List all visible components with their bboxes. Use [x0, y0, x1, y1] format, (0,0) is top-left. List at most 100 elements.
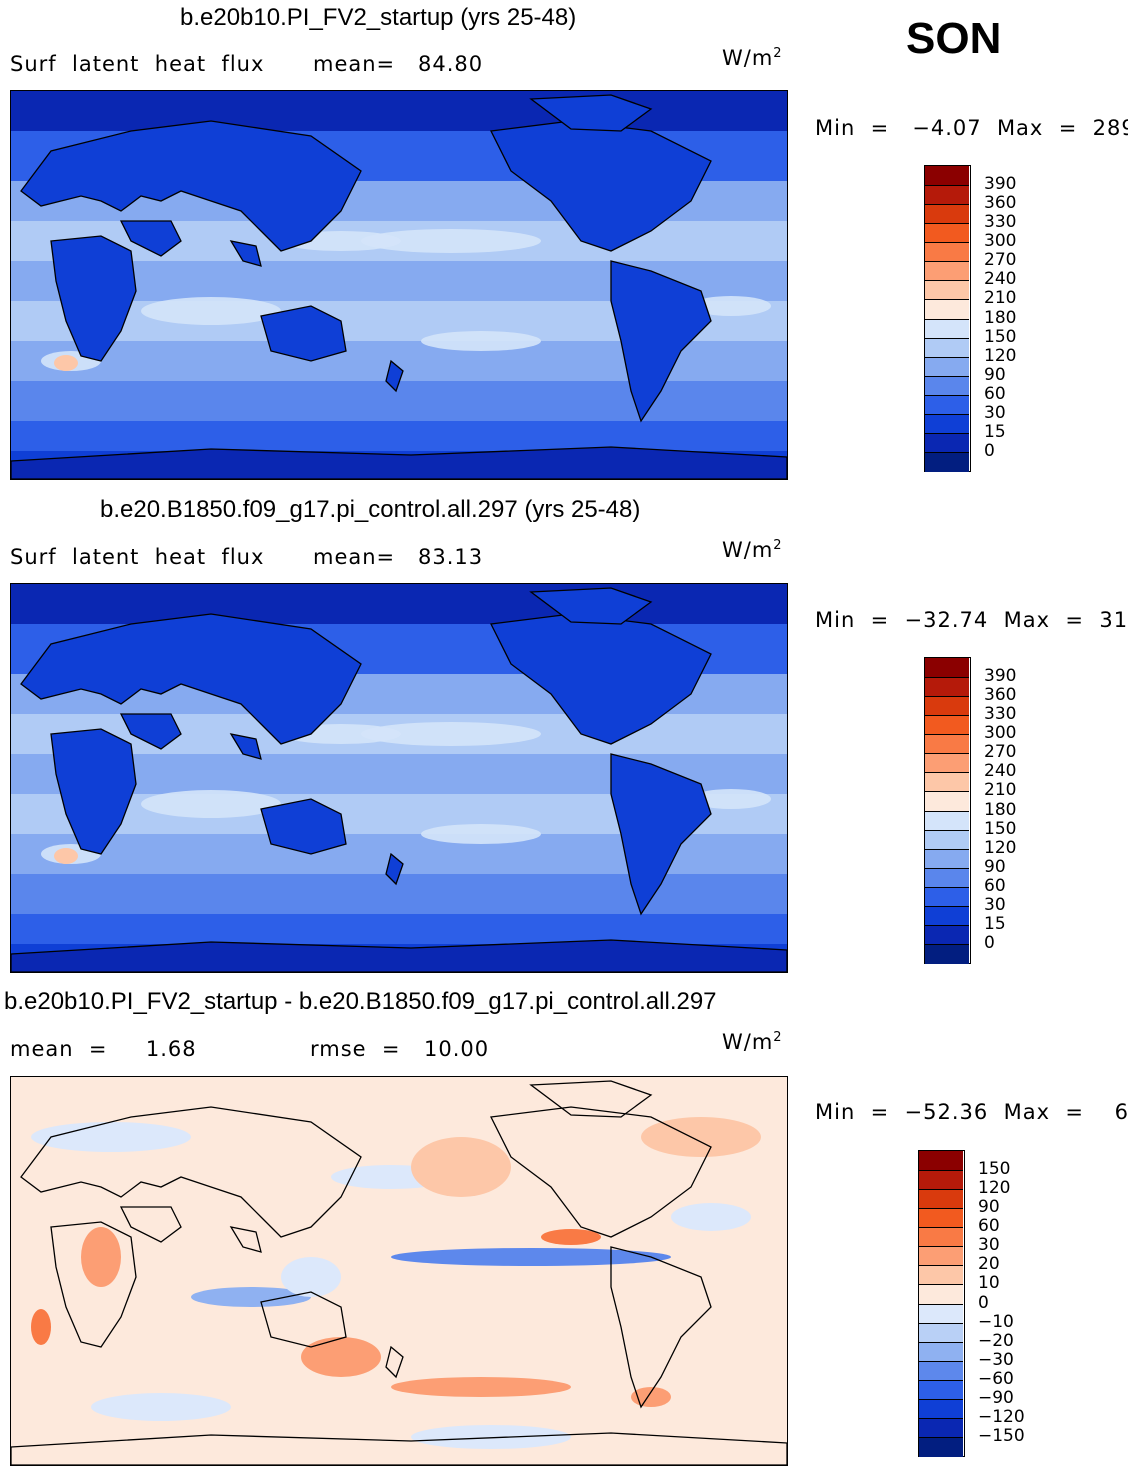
colorbar-level-label: 210: [984, 780, 1017, 801]
panel-3-mean-text: mean = 1.68: [10, 1037, 197, 1061]
season-label: SON: [906, 14, 1002, 63]
colorbar-swatch: [919, 1322, 963, 1343]
colorbar-swatch: [919, 1398, 963, 1419]
colorbar-level-label: 300: [984, 231, 1017, 252]
colorbar-swatch: [925, 943, 969, 964]
panel-1-colorbar: [924, 165, 971, 472]
colorbar-swatch: [919, 1341, 963, 1362]
colorbar-swatch: [925, 451, 969, 472]
colorbar-level-label: 240: [984, 269, 1017, 290]
colorbar-swatch: [919, 1303, 963, 1324]
colorbar-swatch: [925, 356, 969, 377]
colorbar-swatch: [925, 204, 969, 225]
colorbar-swatch: [919, 1436, 963, 1457]
colorbar-swatch: [925, 829, 969, 850]
colorbar-swatch: [919, 1265, 963, 1286]
colorbar-level-label: 60: [978, 1216, 1000, 1237]
panel-3-min-max: Min = −52.36 Max = 63.74: [815, 1100, 1128, 1124]
colorbar-swatch: [925, 848, 969, 869]
colorbar-swatch: [919, 1417, 963, 1438]
colorbar-level-label: 0: [978, 1292, 989, 1313]
panel-2-mean-label: mean=: [313, 545, 396, 569]
panel-2-min-max: Min = −32.74 Max = 319.01: [815, 608, 1128, 632]
colorbar-swatch: [919, 1208, 963, 1229]
panel-3-rmse-label: rmse =: [310, 1037, 401, 1061]
colorbar-swatch: [919, 1360, 963, 1381]
colorbar-swatch: [925, 413, 969, 434]
colorbar-level-label: 150: [984, 326, 1017, 347]
colorbar-swatch: [925, 715, 969, 736]
panel-2-title: b.e20.B1850.f09_g17.pi_control.all.297 (…: [100, 496, 641, 523]
colorbar-level-label: 15: [984, 421, 1006, 442]
colorbar-swatch: [919, 1151, 963, 1171]
panel-2-colorbar: [924, 657, 971, 964]
colorbar-swatch: [925, 299, 969, 320]
colorbar-swatch: [925, 242, 969, 263]
colorbar-level-label: 15: [984, 913, 1006, 934]
panel-2-variable-label: Surf latent heat flux: [10, 545, 265, 569]
colorbar-swatch: [925, 375, 969, 396]
colorbar-level-label: −60: [978, 1368, 1014, 1389]
colorbar-level-label: 330: [984, 212, 1017, 233]
colorbar-swatch: [919, 1189, 963, 1210]
panel-3-unit: W/m2: [722, 1030, 783, 1054]
colorbar-swatch: [925, 261, 969, 282]
colorbar-swatch: [925, 223, 969, 244]
colorbar-swatch: [925, 905, 969, 926]
colorbar-level-label: 120: [984, 837, 1017, 858]
colorbar-level-label: 330: [984, 704, 1017, 725]
colorbar-level-label: 30: [984, 894, 1006, 915]
colorbar-swatch: [925, 867, 969, 888]
colorbar-swatch: [925, 432, 969, 453]
colorbar-swatch: [925, 753, 969, 774]
colorbar-swatch: [925, 280, 969, 301]
panel-1-min-max: Min = −4.07 Max = 289.25: [815, 116, 1128, 140]
colorbar-level-label: 90: [984, 364, 1006, 385]
panel-1-map: [10, 90, 788, 480]
colorbar-level-label: 360: [984, 193, 1017, 214]
colorbar-level-label: 240: [984, 761, 1017, 782]
colorbar-swatch: [925, 696, 969, 717]
colorbar-level-label: 270: [984, 742, 1017, 763]
colorbar-level-label: 390: [984, 666, 1017, 687]
panel-3-map: [10, 1076, 788, 1466]
colorbar-swatch: [925, 394, 969, 415]
colorbar-level-label: −30: [978, 1349, 1014, 1370]
colorbar-level-label: 0: [984, 932, 995, 953]
colorbar-level-label: −10: [978, 1311, 1014, 1332]
colorbar-level-label: −20: [978, 1330, 1014, 1351]
colorbar-swatch: [925, 810, 969, 831]
colorbar-swatch: [919, 1246, 963, 1267]
colorbar-swatch: [925, 677, 969, 698]
colorbar-level-label: −120: [978, 1406, 1025, 1427]
colorbar-swatch: [925, 924, 969, 945]
colorbar-level-label: 210: [984, 288, 1017, 309]
colorbar-swatch: [925, 658, 969, 678]
colorbar-swatch: [925, 185, 969, 206]
colorbar-level-label: 30: [978, 1235, 1000, 1256]
panel-2-map: [10, 583, 788, 973]
colorbar-level-label: 10: [978, 1273, 1000, 1294]
panel-2-unit: W/m2: [722, 538, 783, 562]
colorbar-level-label: 20: [978, 1254, 1000, 1275]
colorbar-swatch: [919, 1170, 963, 1191]
colorbar-level-label: 180: [984, 799, 1017, 820]
panel-1-variable-label: Surf latent heat flux: [10, 52, 265, 76]
panel-3-rmse-value: 10.00: [424, 1037, 490, 1061]
colorbar-swatch: [925, 772, 969, 793]
colorbar-swatch: [925, 791, 969, 812]
colorbar-level-label: 360: [984, 685, 1017, 706]
colorbar-level-label: 120: [978, 1178, 1011, 1199]
panel-1-mean-label: mean=: [313, 52, 396, 76]
colorbar-swatch: [925, 337, 969, 358]
colorbar-level-label: 390: [984, 174, 1017, 195]
colorbar-swatch: [919, 1227, 963, 1248]
colorbar-level-label: 150: [984, 818, 1017, 839]
colorbar-level-label: 30: [984, 402, 1006, 423]
colorbar-swatch: [925, 166, 969, 186]
panel-1-unit: W/m2: [722, 46, 783, 70]
panel-3-colorbar: [918, 1150, 965, 1457]
colorbar-level-label: 90: [984, 856, 1006, 877]
colorbar-level-label: −150: [978, 1425, 1025, 1446]
colorbar-swatch: [919, 1284, 963, 1305]
